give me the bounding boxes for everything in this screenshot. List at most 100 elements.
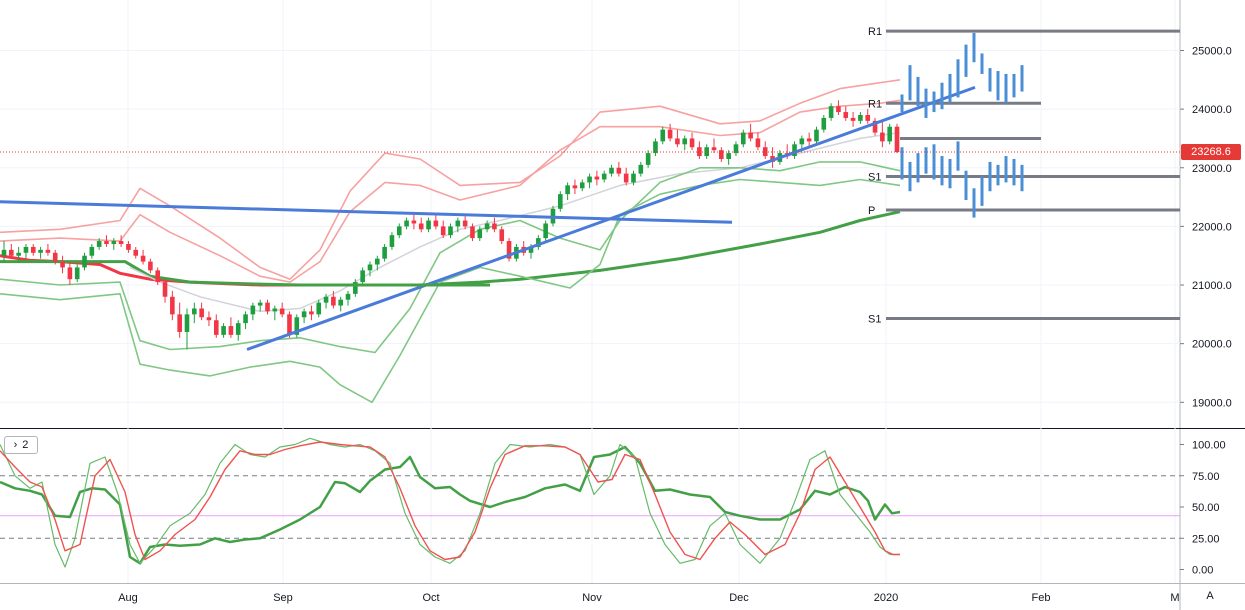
candle-body: [1, 249, 7, 256]
candle-body: [836, 106, 841, 113]
auto-scale-button[interactable]: A: [1206, 590, 1214, 602]
candle-body: [623, 173, 629, 183]
candle-body: [404, 220, 409, 227]
last-price-badge: 23268.6: [1181, 144, 1241, 161]
candle-body: [660, 129, 666, 142]
candle-body: [316, 302, 322, 315]
candle-body: [440, 226, 446, 236]
candle-body: [528, 246, 534, 253]
chevron-right-icon: ›: [13, 439, 18, 451]
candle-body: [872, 120, 878, 133]
trendline-ascending-trendline: [246, 85, 976, 351]
candle-body: [455, 220, 461, 227]
candle-body: [689, 138, 695, 148]
candle-body: [74, 267, 80, 280]
candle-body: [331, 296, 336, 306]
candle-body: [338, 299, 344, 306]
candle-body: [543, 223, 548, 239]
candle-body: [572, 185, 578, 189]
indicator-line-lower-band-inner-green-: [0, 161, 901, 354]
candle-body: [367, 264, 373, 271]
candle-body: [89, 246, 95, 256]
candle-body: [38, 249, 43, 253]
candle-body: [806, 138, 812, 142]
pivot-level-label: R1: [868, 26, 882, 38]
price-tick-label: 23000.0: [1192, 163, 1232, 175]
time-axis-label: 2020: [874, 592, 898, 604]
candle-body: [16, 252, 21, 256]
candle-body: [287, 314, 292, 335]
candle-body: [396, 226, 402, 236]
pane-toggle-button[interactable]: › 2: [4, 436, 38, 454]
candle-body: [601, 173, 607, 180]
candle-body: [23, 246, 29, 253]
candle-body: [850, 117, 856, 121]
candle-body: [675, 138, 680, 145]
price-tick-label: 25000.0: [1192, 46, 1232, 58]
candle-body: [726, 153, 731, 159]
time-axis-label: Oct: [422, 592, 439, 604]
candle-body: [858, 114, 863, 121]
price-tick-label: 20000.0: [1192, 339, 1232, 351]
osc-tick-label: 0.00: [1192, 565, 1213, 577]
price-tick-label: 19000.0: [1192, 397, 1232, 409]
candle-body: [492, 223, 497, 230]
candle-body: [228, 326, 234, 335]
candle-body: [616, 167, 622, 174]
osc-tick-label: 100.00: [1192, 440, 1226, 452]
candle-body: [67, 267, 73, 280]
candle-body: [733, 144, 739, 154]
candle-body: [265, 302, 270, 312]
candle-body: [177, 314, 182, 332]
candle-body: [45, 249, 51, 253]
pivot-level-label: P: [868, 205, 875, 217]
candle-body: [704, 147, 709, 157]
osc-line-rsi-dark-green-: [0, 445, 901, 565]
candle-body: [382, 246, 387, 259]
candle-body: [360, 270, 365, 283]
pivot-level-label: R1: [868, 98, 882, 110]
candle-body: [389, 235, 395, 247]
candle-body: [557, 194, 563, 209]
candle-body: [111, 241, 117, 244]
candle-body: [587, 176, 592, 183]
candle-body: [433, 220, 439, 227]
pivot-level-label: S1: [868, 172, 881, 184]
candle-body: [133, 249, 139, 256]
candle-body: [104, 241, 109, 244]
candle-body: [257, 302, 263, 306]
candle-body: [682, 138, 688, 145]
candle-body: [565, 185, 570, 195]
candle-body: [880, 132, 885, 142]
candle-body: [199, 308, 204, 318]
candle-body: [148, 261, 153, 271]
candle-body: [821, 117, 827, 130]
candle-body: [279, 308, 285, 315]
candle-body: [799, 138, 805, 145]
candle-body: [638, 164, 644, 174]
candle-body: [499, 229, 505, 242]
indicator-line-lower-band-outer-green-: [0, 178, 901, 404]
candle-body: [221, 326, 226, 335]
time-axis-label: Sep: [273, 592, 293, 604]
candle-body: [118, 241, 124, 244]
pane-toggle-label: 2: [22, 439, 29, 451]
candle-body: [740, 132, 746, 145]
osc-tick-label: 25.00: [1192, 533, 1220, 545]
osc-tick-label: 50.00: [1192, 502, 1220, 514]
candle-body: [748, 132, 753, 139]
indicator-line-middle-ma-light-gray-: [129, 131, 901, 313]
candle-body: [60, 261, 65, 268]
price-tick-label: 22000.0: [1192, 221, 1232, 233]
pivot-level-label: S1: [868, 313, 881, 325]
candle-body: [162, 282, 168, 297]
candle-body: [411, 220, 417, 224]
candle-body: [594, 176, 600, 180]
candle-body: [865, 114, 871, 121]
candle-body: [9, 249, 14, 256]
osc-tick-label: 75.00: [1192, 471, 1220, 483]
candle-body: [484, 223, 490, 230]
candle-body: [184, 314, 190, 332]
candle-body: [170, 296, 175, 315]
